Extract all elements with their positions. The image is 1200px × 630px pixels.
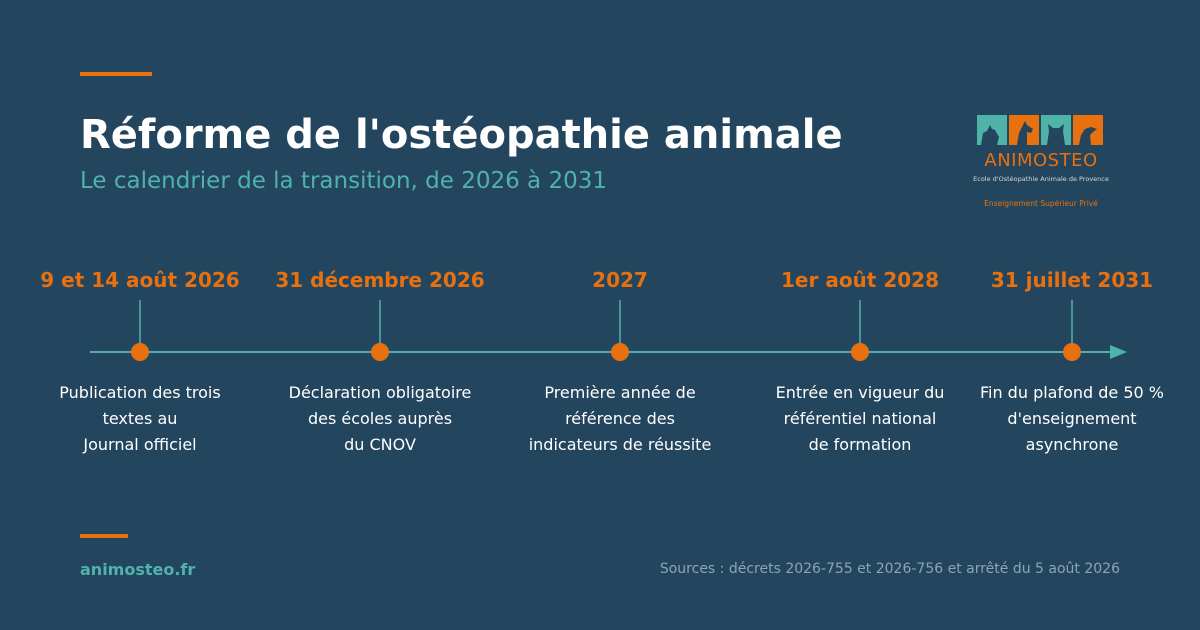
milestone-description-line: Première année de: [544, 383, 696, 402]
dog-head-icon: [977, 115, 1007, 145]
timeline-arrow-icon: [1110, 345, 1127, 359]
milestone-date: 31 décembre 2026: [275, 268, 485, 292]
milestone-description: Déclaration obligatoire des écoles auprè…: [280, 380, 480, 458]
milestone-description-line: Fin du plafond de 50 %: [979, 383, 1165, 402]
top-accent-bar: [80, 72, 152, 76]
milestone-description-line: référence des: [565, 409, 675, 428]
milestone-dot: [371, 343, 389, 361]
milestone-description: Publication des trois textes au Journal …: [40, 380, 240, 458]
animosteo-logo: ANIMOSTEO Ecole d'Ostéopathie Animale de…: [970, 112, 1112, 212]
milestone-description-line: asynchrone: [1025, 435, 1119, 454]
milestone-description-line: Journal officiel: [83, 435, 197, 454]
bottom-accent-bar: [80, 534, 128, 538]
milestone-dot: [131, 343, 149, 361]
page-subtitle: Le calendrier de la transition, de 2026 …: [80, 168, 607, 194]
milestone-date: 2027: [592, 268, 648, 292]
milestone-dot: [1063, 343, 1081, 361]
horse-head-icon: [1009, 115, 1039, 145]
site-link[interactable]: animosteo.fr: [80, 560, 196, 579]
milestone-description-line: textes au: [102, 409, 178, 428]
milestone-marks: [131, 300, 1081, 361]
milestone-description-line: de formation: [808, 435, 912, 454]
milestone-date: 31 juillet 2031: [990, 268, 1154, 292]
milestone-description: Fin du plafond de 50 % d'enseignement as…: [972, 380, 1172, 458]
milestone-date: 1er août 2028: [781, 268, 939, 292]
page-title: Réforme de l'ostéopathie animale: [80, 112, 843, 158]
logo-school-name: Ecole d'Ostéopathie Animale de Provence: [973, 175, 1109, 183]
milestone-dot: [611, 343, 629, 361]
milestone-dot: [851, 343, 869, 361]
milestone-date: 9 et 14 août 2026: [40, 268, 240, 292]
milestone-description-line: Publication des trois: [59, 383, 221, 402]
logo-tiles: [977, 115, 1105, 145]
sources-note: Sources : décrets 2026-755 et 2026-756 e…: [659, 561, 1120, 577]
logo-name: ANIMOSTEO: [984, 150, 1098, 171]
milestone-description: Entrée en vigueur du référentiel nationa…: [760, 380, 960, 458]
milestone-description-line: référentiel national: [783, 409, 937, 428]
milestone-description-line: d'enseignement: [1007, 409, 1137, 428]
logo-tagline: Enseignement Supérieur Privé: [984, 199, 1098, 208]
milestone-description-line: Déclaration obligatoire: [288, 383, 472, 402]
milestone-description-line: du CNOV: [344, 435, 416, 454]
milestone-description-line: des écoles auprès: [307, 409, 453, 428]
milestone-description: Première année de référence des indicate…: [520, 380, 720, 458]
milestone-description-line: Entrée en vigueur du: [775, 383, 945, 402]
cat-head-icon: [1041, 115, 1071, 145]
bird-head-icon: [1073, 115, 1103, 145]
milestone-description-line: indicateurs de réussite: [528, 435, 712, 454]
